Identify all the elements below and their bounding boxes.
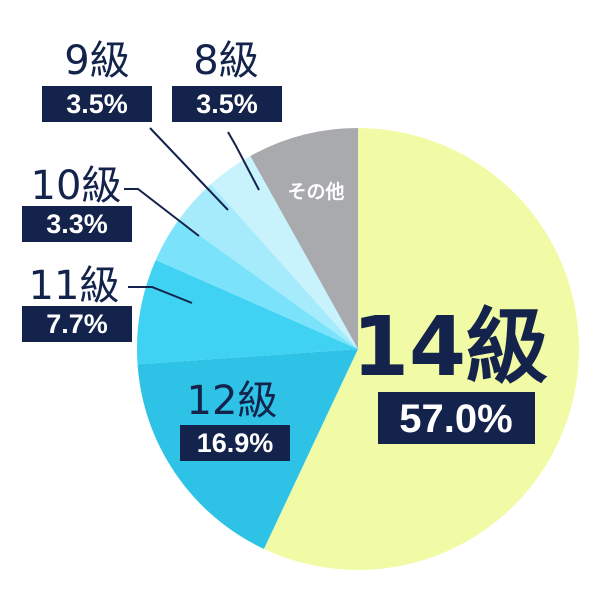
pct-box-12 <box>180 425 290 461</box>
label-group-14: 14級 57.0% <box>352 300 548 444</box>
pct-label-9: 3.5% <box>66 89 128 119</box>
category-label-8: 8級 <box>193 38 258 84</box>
category-text-14: 14級 <box>352 300 548 395</box>
slice-other <box>250 128 358 349</box>
pie-slices <box>137 128 579 570</box>
slice-label-other: その他 <box>287 180 344 203</box>
category-label-9: 9級 <box>64 38 129 84</box>
pct-label-14: 57.0% <box>399 397 512 441</box>
pct-label-11: 7.7% <box>46 309 108 339</box>
leader-line-11 <box>128 286 193 304</box>
label-group-12: 12級 16.9% <box>180 378 290 461</box>
category-label-10: 10級 <box>31 163 122 209</box>
pct-label-8: 3.5% <box>196 89 258 119</box>
label-group-11: 11級 7.7% <box>22 263 132 342</box>
slice-14 <box>263 128 579 570</box>
pct-label-12: 16.9% <box>197 428 274 458</box>
slice-11 <box>137 259 358 365</box>
label-group-10: 10級 3.3% <box>22 163 132 242</box>
pct-label-10: 3.3% <box>46 209 108 239</box>
pct-box-9 <box>42 86 152 122</box>
slice-8 <box>210 156 358 349</box>
slice-9 <box>178 184 358 349</box>
category-label-14: 14級 <box>352 300 548 395</box>
leader-line-8 <box>227 131 260 191</box>
leader-line-9 <box>149 127 229 211</box>
label-group-9: 9級 3.5% <box>42 38 152 122</box>
category-label-11: 11級 <box>29 263 120 309</box>
pct-box-14 <box>378 392 535 444</box>
pct-box-8 <box>172 86 282 122</box>
slice-10 <box>155 220 358 349</box>
pct-box-11 <box>22 306 132 342</box>
category-label-12: 12級 <box>187 378 278 424</box>
pct-box-10 <box>22 206 132 242</box>
label-group-8: 8級 3.5% <box>172 38 282 122</box>
leader-lines <box>124 127 260 304</box>
leader-line-10 <box>124 188 200 237</box>
